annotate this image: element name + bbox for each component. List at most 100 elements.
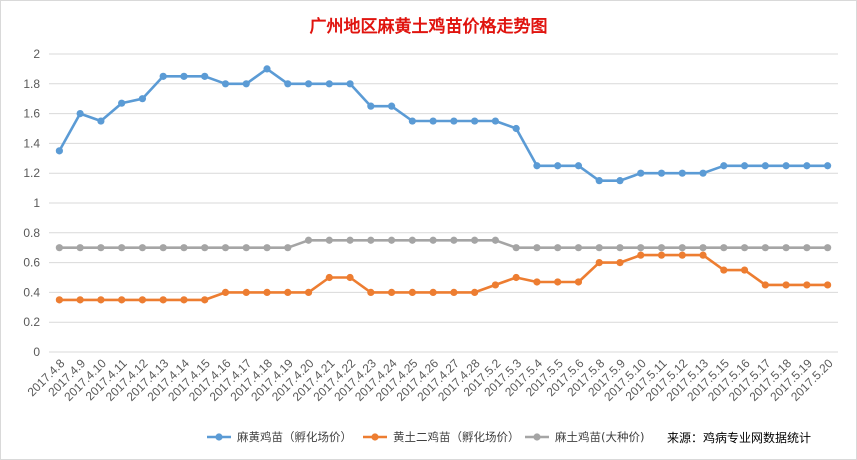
data-point: [471, 236, 479, 244]
data-point: [824, 244, 832, 252]
data-point: [325, 273, 333, 282]
data-point: [408, 236, 416, 244]
data-point: [471, 288, 479, 296]
data-point: [408, 288, 416, 296]
data-point: [616, 259, 624, 267]
data-point: [55, 244, 63, 252]
data-point: [491, 117, 500, 125]
data-point: [263, 288, 271, 296]
data-point: [740, 266, 749, 274]
data-point: [429, 236, 437, 244]
data-point: [720, 162, 728, 170]
data-point: [325, 236, 333, 244]
data-point: [554, 162, 562, 170]
series-line: [58, 239, 829, 249]
data-point: [242, 244, 250, 252]
data-point: [221, 80, 230, 88]
data-point: [304, 80, 313, 88]
data-point: [325, 80, 333, 88]
data-point: [491, 281, 500, 289]
data-point: [512, 124, 520, 133]
data-point: [76, 110, 84, 118]
data-point: [637, 169, 645, 177]
data-point: [304, 236, 313, 244]
data-point: [637, 244, 645, 252]
data-point: [616, 244, 624, 252]
y-tick-label: 0.4: [23, 285, 40, 299]
data-point: [263, 65, 271, 73]
data-point: [803, 162, 811, 170]
data-point: [55, 147, 63, 155]
data-point: [284, 244, 292, 252]
data-point: [803, 281, 811, 289]
legend-swatch-marker: [533, 433, 541, 441]
data-point: [595, 259, 603, 267]
data-point: [678, 244, 686, 252]
data-point: [97, 117, 105, 125]
data-point: [678, 251, 686, 259]
data-point: [471, 117, 479, 125]
data-point: [533, 244, 541, 252]
data-point: [657, 244, 666, 252]
y-tick-label: 1.6: [23, 107, 40, 121]
data-point: [242, 288, 250, 296]
legend-label: 黄土二鸡苗（孵化场价）: [393, 430, 520, 444]
series-line: [58, 67, 829, 182]
data-point: [263, 244, 271, 252]
data-point: [367, 102, 375, 110]
data-point: [346, 236, 354, 244]
y-tick-label: 1: [33, 196, 40, 210]
y-tick-label: 0.8: [23, 226, 40, 240]
data-point: [97, 244, 105, 252]
y-tick-label: 1.4: [23, 136, 40, 150]
data-point: [574, 244, 583, 252]
data-point: [740, 244, 749, 252]
data-point: [346, 80, 354, 88]
data-point: [367, 236, 375, 244]
data-point: [221, 288, 230, 296]
data-point: [554, 278, 562, 286]
data-point: [512, 244, 520, 252]
data-point: [699, 251, 707, 259]
data-point: [55, 296, 63, 304]
data-point: [159, 296, 167, 304]
data-point: [699, 244, 707, 252]
y-tick-label: 1.2: [23, 166, 40, 180]
data-point: [408, 117, 416, 125]
data-point: [284, 288, 292, 296]
data-point: [450, 288, 458, 296]
data-point: [720, 244, 728, 252]
data-point: [657, 169, 666, 177]
data-point: [118, 99, 126, 107]
source-annotation: 来源：鸡病专业网数据统计: [667, 430, 811, 445]
legend-swatch-marker: [215, 433, 223, 441]
data-point: [387, 102, 396, 110]
data-point: [761, 281, 769, 289]
data-point: [201, 72, 209, 80]
legend-label: 麻黄鸡苗（孵化场价）: [237, 430, 352, 444]
data-point: [616, 177, 624, 185]
data-point: [76, 296, 84, 304]
data-point: [242, 80, 250, 88]
y-tick-label: 0.6: [23, 256, 40, 270]
data-point: [782, 162, 790, 170]
series-line: [58, 253, 829, 302]
chart-title: 广州地区麻黄土鸡苗价格走势图: [309, 17, 548, 37]
data-point: [201, 244, 209, 252]
data-point: [450, 117, 458, 125]
y-tick-label: 0.2: [23, 315, 40, 329]
data-point: [678, 169, 686, 177]
legend-label: 麻土鸡苗(大种价): [555, 430, 644, 444]
legend-swatch-marker: [371, 433, 379, 441]
data-point: [346, 273, 354, 282]
data-point: [533, 162, 541, 170]
y-tick-label: 1.8: [23, 77, 40, 91]
data-point: [201, 296, 209, 304]
data-point: [367, 288, 375, 296]
data-point: [180, 296, 188, 304]
data-point: [138, 296, 147, 304]
data-point: [180, 72, 188, 80]
data-point: [512, 273, 520, 282]
